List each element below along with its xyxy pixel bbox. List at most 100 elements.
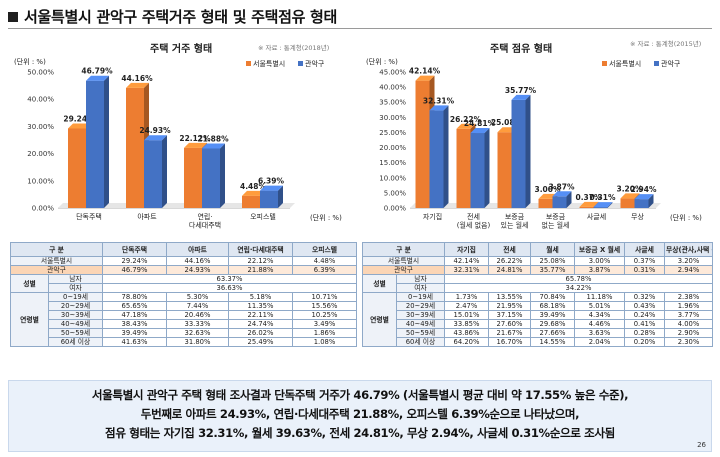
bar-side	[278, 185, 283, 208]
y-tick-label: 0.00%	[384, 205, 407, 213]
data-label: 44.16%	[121, 74, 153, 83]
table-header-cell: 월세	[530, 242, 575, 257]
x-tick-label: 연립·	[197, 213, 212, 221]
bar-gwanak	[202, 148, 220, 208]
table-cell: 39.49%	[102, 328, 167, 338]
y-tick-label: 10.00%	[379, 174, 406, 182]
data-label: 24.81%	[464, 119, 496, 128]
table-row: 성별 남자 63.37%	[10, 274, 357, 293]
bar-top	[184, 142, 207, 148]
bar-top	[126, 82, 149, 88]
bar-gwanak	[511, 99, 526, 208]
bar-gwanak	[260, 190, 278, 208]
table-header-cell: 연립·다세대주택	[228, 242, 293, 257]
data-label: 3.00%	[534, 185, 561, 194]
group-label: 연령별	[10, 292, 49, 347]
table-header-row: 구 분 단독주택 아파트 연립·다세대주택 오피스텔	[10, 242, 357, 257]
bar-top	[86, 75, 109, 81]
summary-line-1: 서울특별시 관악구 주택 형태 조사결과 단독주택 거주가 46.79% (서울…	[91, 388, 629, 402]
y-unit-label: (단위 : %)	[14, 57, 46, 66]
right-chart: (단위 : %) 0.00% 5.00% 10.00% 15.00% 20.00% 25.0…	[362, 52, 712, 234]
x-tick-label: (월세 없음)	[457, 221, 491, 230]
bar-side	[525, 94, 531, 208]
table-cell: 5.18%	[228, 292, 293, 302]
table-cell: 43.86%	[444, 328, 489, 338]
legend-label: 서울특별시	[609, 59, 641, 68]
title-divider	[8, 28, 712, 29]
x-tick-label: 보증금	[546, 213, 566, 221]
y-tick-label: 20.00%	[379, 144, 406, 152]
legend-label: 관악구	[661, 59, 681, 68]
data-label: 3.20%	[616, 184, 643, 193]
data-label: 2.94%	[630, 185, 657, 194]
data-label: 26.22%	[450, 115, 482, 124]
table-cell: 65.78%	[444, 274, 713, 284]
table-cell: 22.12%	[228, 256, 293, 266]
bar-seoul	[242, 195, 260, 208]
page-title: 서울특별시 관악구 주택거주 형태 및 주택점유 형태	[24, 8, 338, 26]
table-cell: 0.37%	[624, 256, 665, 266]
table-row: 20~29세 2.47% 21.95% 68.18% 5.01% 0.43% 1.96%	[363, 301, 713, 311]
table-cell: 39.49%	[530, 310, 575, 320]
bar-seoul	[620, 198, 635, 208]
table-cell: 0.20%	[624, 337, 665, 347]
table-cell: 21.95%	[488, 301, 531, 311]
table-cell: 26.22%	[488, 256, 531, 266]
row-label: 여자	[48, 283, 103, 293]
table-cell: 33.33%	[166, 319, 229, 329]
table-cell: 2.47%	[444, 301, 489, 311]
square-bullet-icon	[8, 11, 18, 22]
table-cell: 1.86%	[292, 328, 357, 338]
x-tick-label: 없는 월세	[542, 221, 570, 230]
x-tick-label: 있는 월세	[501, 221, 529, 230]
table-cell: 0.24%	[624, 310, 665, 320]
bar-gwanak	[429, 110, 444, 208]
data-label: 6.39%	[258, 177, 285, 186]
bar-top	[620, 193, 640, 199]
table-row: 30~39세 47.18% 20.46% 22.11% 10.25%	[11, 310, 357, 320]
data-label: 29.24%	[63, 114, 95, 123]
table-cell: 6.39%	[292, 265, 357, 275]
bar-top	[68, 123, 91, 129]
row-label: 여자	[396, 283, 445, 293]
table-cell: 35.77%	[530, 265, 575, 275]
table-row: 60세 이상 64.20% 16.70% 14.55% 2.04% 0.20% 2.30%	[363, 337, 713, 347]
bar-side	[162, 135, 167, 208]
bar-side	[220, 143, 225, 208]
table-cell: 0.43%	[624, 301, 665, 311]
table-cell: 3.00%	[574, 256, 625, 266]
table-cell: 5.01%	[574, 301, 625, 311]
right-chart-source: ※ 자료 : 통계청(2015년)	[630, 40, 702, 48]
table-header-cell: 무상(관사,사택 등)	[664, 242, 713, 257]
bar-seoul	[456, 128, 471, 208]
summary-line-3: 점유 형태는 자기집 32.31%, 월세 39.63%, 전세 24.81%,…	[105, 426, 615, 440]
page-number: 26	[697, 441, 706, 449]
legend-swatch-gwanak	[298, 61, 303, 66]
table-cell: 47.18%	[102, 310, 167, 320]
row-label: 남자	[48, 274, 103, 284]
right-chart-title: 주택 점유 형태	[490, 44, 553, 55]
bar-seoul	[184, 147, 202, 208]
table-cell: 42.14%	[444, 256, 489, 266]
table-cell: 4.46%	[574, 319, 625, 329]
table-cell: 41.63%	[102, 337, 167, 347]
table-cell: 1.08%	[292, 337, 357, 347]
bar-side	[484, 128, 490, 208]
table-row: 관악구 46.79% 24.93% 21.88% 6.39%	[10, 265, 357, 275]
table-row: 성별 남자 65.78%	[362, 274, 713, 293]
legend-swatch-seoul	[602, 61, 607, 66]
table-row: 관악구 32.31% 24.81% 35.77% 3.87% 0.31% 2.94%	[362, 265, 713, 275]
row-label: 60세 이상	[48, 337, 103, 347]
summary-line-2: 두번째로 아파트 24.93%, 연립·다세대주택 21.88%, 오피스텔 6…	[140, 407, 580, 421]
bar-gwanak	[634, 199, 649, 208]
bar-top	[144, 135, 167, 141]
table-cell: 4.48%	[292, 256, 357, 266]
table-cell: 16.70%	[488, 337, 531, 347]
y-tick-label: 40.00%	[379, 84, 406, 92]
table-cell: 14.55%	[530, 337, 575, 347]
bar-seoul	[415, 80, 430, 208]
y-tick-label: 40.00%	[27, 96, 54, 104]
row-label: 50~59세	[396, 328, 445, 338]
table-cell: 1.96%	[664, 301, 713, 311]
